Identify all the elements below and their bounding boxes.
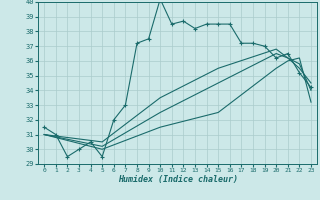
X-axis label: Humidex (Indice chaleur): Humidex (Indice chaleur): [118, 175, 238, 184]
